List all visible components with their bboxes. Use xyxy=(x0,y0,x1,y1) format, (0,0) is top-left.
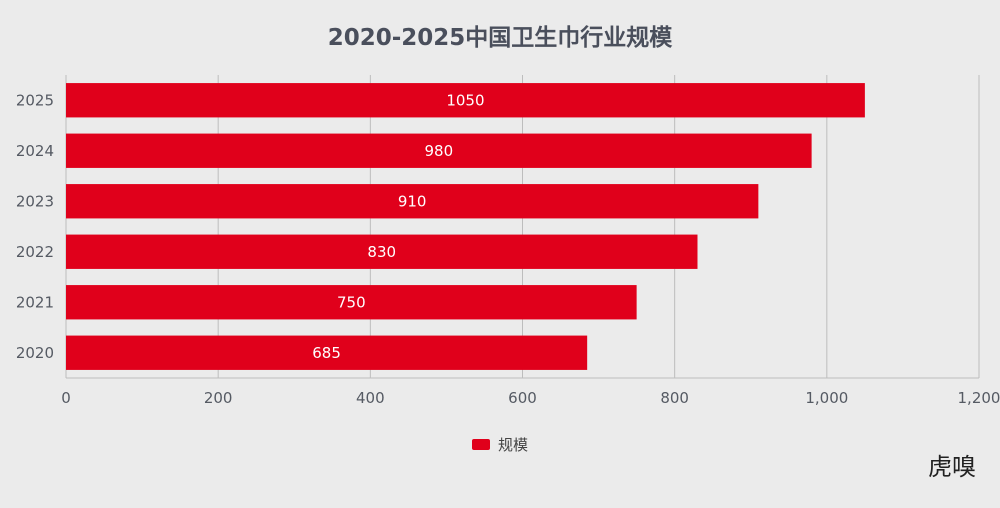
bar-data-label: 830 xyxy=(367,243,396,261)
legend-swatch xyxy=(472,439,490,450)
bar-data-label: 685 xyxy=(312,344,341,362)
bar-data-label: 980 xyxy=(424,142,453,160)
bar-data-label: 910 xyxy=(398,192,427,210)
y-category-label: 2024 xyxy=(16,142,54,160)
bar xyxy=(66,285,637,320)
bar xyxy=(66,234,698,269)
x-tick-label: 0 xyxy=(61,389,71,407)
bar xyxy=(66,83,865,118)
bar-data-label: 750 xyxy=(337,293,366,311)
chart-title: 2020-2025中国卫生巾行业规模 xyxy=(327,25,673,51)
huxiu-logo: 虎嗅 xyxy=(928,453,976,481)
x-tick-label: 800 xyxy=(660,389,689,407)
x-tick-label: 1,200 xyxy=(958,389,1000,407)
y-category-label: 2021 xyxy=(16,293,54,311)
y-category-label: 2023 xyxy=(16,192,54,210)
bar xyxy=(66,184,759,219)
x-tick-label: 200 xyxy=(204,389,233,407)
x-tick-label: 400 xyxy=(356,389,385,407)
y-category-label: 2020 xyxy=(16,344,54,362)
bar-data-label: 1050 xyxy=(446,91,484,109)
bar xyxy=(66,133,812,168)
legend-label: 规模 xyxy=(498,436,529,454)
legend[interactable]: 规模 xyxy=(472,434,528,455)
x-tick-label: 1,000 xyxy=(805,389,848,407)
x-tick-label: 600 xyxy=(508,389,537,407)
bar xyxy=(66,335,588,370)
y-category-label: 2022 xyxy=(16,243,54,261)
y-category-label: 2025 xyxy=(16,91,54,109)
